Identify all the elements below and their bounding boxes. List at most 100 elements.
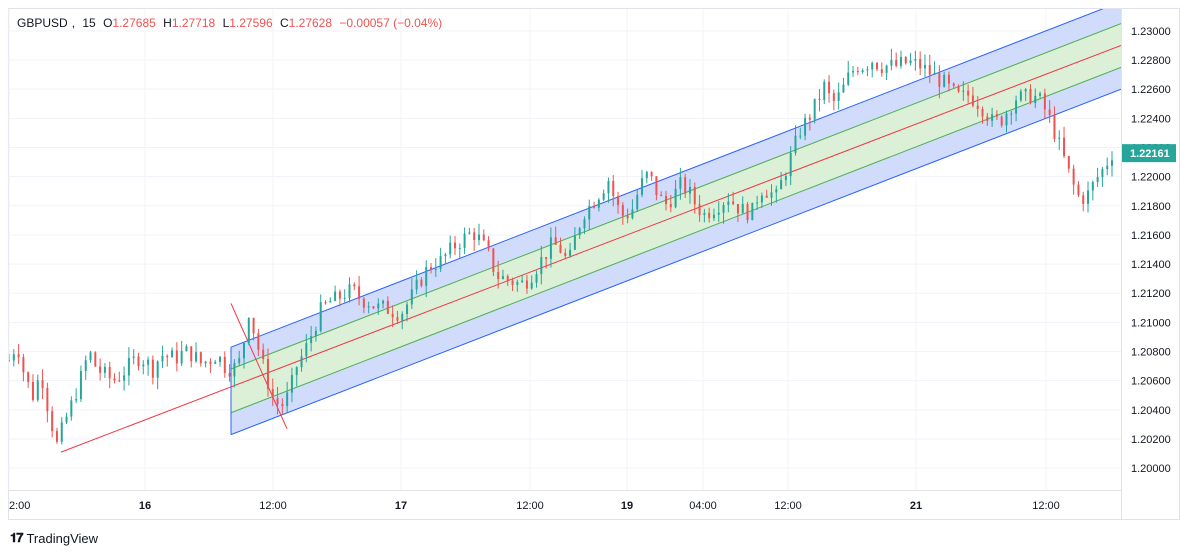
candle-body (770, 192, 773, 198)
candle-body (1101, 169, 1104, 178)
candle-body (1019, 91, 1022, 101)
candle (410, 278, 413, 309)
candle-body (938, 72, 941, 87)
candle (190, 346, 193, 368)
candle-body (741, 203, 744, 214)
candle-body (746, 203, 749, 221)
candle (295, 366, 298, 387)
candle (252, 317, 255, 341)
candle-body (132, 356, 135, 358)
candle (1058, 130, 1061, 151)
candle-body (147, 359, 150, 365)
candle-body (885, 65, 888, 73)
candle-body (406, 304, 409, 315)
candle (540, 245, 543, 285)
candle-body (266, 359, 269, 390)
candle-body (233, 363, 236, 377)
price-tick-label: 1.22600 (1131, 84, 1171, 96)
candle (650, 171, 653, 181)
candle-body (722, 204, 725, 213)
candle (808, 114, 811, 131)
brand-footer[interactable]: 𝟏𝟕 TradingView (10, 529, 98, 547)
candle (108, 361, 111, 389)
candle (1096, 167, 1099, 187)
candle-body (569, 249, 572, 256)
candle (425, 260, 428, 298)
candle-body (444, 254, 447, 257)
candle-body (1072, 168, 1075, 185)
candle (693, 182, 696, 214)
legend-symbol[interactable]: GBPUSD (17, 16, 68, 30)
candle (506, 274, 509, 287)
candle-body (9, 360, 10, 362)
candle-body (789, 152, 792, 177)
candle-body (952, 83, 955, 86)
candle (338, 289, 341, 307)
channel-inner-lower-line (230, 66, 1121, 414)
candle-body (17, 354, 20, 358)
candle (209, 358, 212, 374)
candle (262, 343, 265, 364)
candle (717, 201, 720, 222)
candle (123, 366, 126, 391)
candle-body (549, 237, 552, 259)
candle (247, 317, 250, 346)
candle-body (453, 242, 456, 249)
price-tick-label: 1.21400 (1131, 259, 1171, 271)
candle-body (736, 204, 739, 214)
candle-body (348, 284, 351, 298)
candle-body (780, 180, 783, 190)
candle-body (228, 372, 231, 377)
price-tick-label: 1.20600 (1131, 376, 1171, 388)
candle-body (794, 135, 797, 153)
candle (329, 297, 332, 303)
candle-body (295, 367, 298, 376)
candle (899, 50, 902, 69)
candle-body (602, 193, 605, 200)
legend-high: 1.27718 (171, 16, 216, 30)
candle-body (684, 177, 687, 194)
candle (679, 167, 682, 200)
price-tick-label: 1.22400 (1131, 113, 1171, 125)
candle-body (1087, 190, 1090, 204)
candle-body (492, 248, 495, 273)
candle (799, 127, 802, 140)
candle-body (823, 81, 826, 100)
candle (406, 301, 409, 322)
candle-body (238, 358, 241, 364)
candle (1101, 166, 1104, 187)
candle (688, 178, 691, 204)
candle (602, 189, 605, 201)
legend-change: −0.00057 (−0.04%) (339, 16, 443, 30)
candle-body (914, 59, 917, 61)
candle-body (12, 354, 15, 361)
candle-body (247, 318, 250, 343)
candle (463, 227, 466, 255)
candle (530, 275, 533, 290)
candle (756, 195, 759, 211)
candle (1091, 180, 1094, 201)
candle-body (506, 276, 509, 281)
candle-body (190, 346, 193, 362)
candle (219, 355, 222, 367)
candle (573, 226, 576, 250)
candle-body (933, 72, 936, 75)
candle (631, 199, 634, 220)
candle (828, 75, 831, 103)
candle (166, 354, 169, 367)
candle (1063, 126, 1066, 159)
candle-body (70, 400, 73, 417)
candle-body (343, 297, 346, 299)
candle (564, 248, 567, 260)
candle (300, 348, 303, 372)
candle-body (732, 201, 735, 205)
candle-body (75, 399, 78, 401)
candle-body (319, 302, 322, 331)
candle (497, 260, 500, 289)
candle-body (382, 300, 385, 304)
candle (847, 60, 850, 87)
candle-body (698, 204, 701, 216)
candle (712, 208, 715, 221)
candle-body (214, 361, 217, 364)
